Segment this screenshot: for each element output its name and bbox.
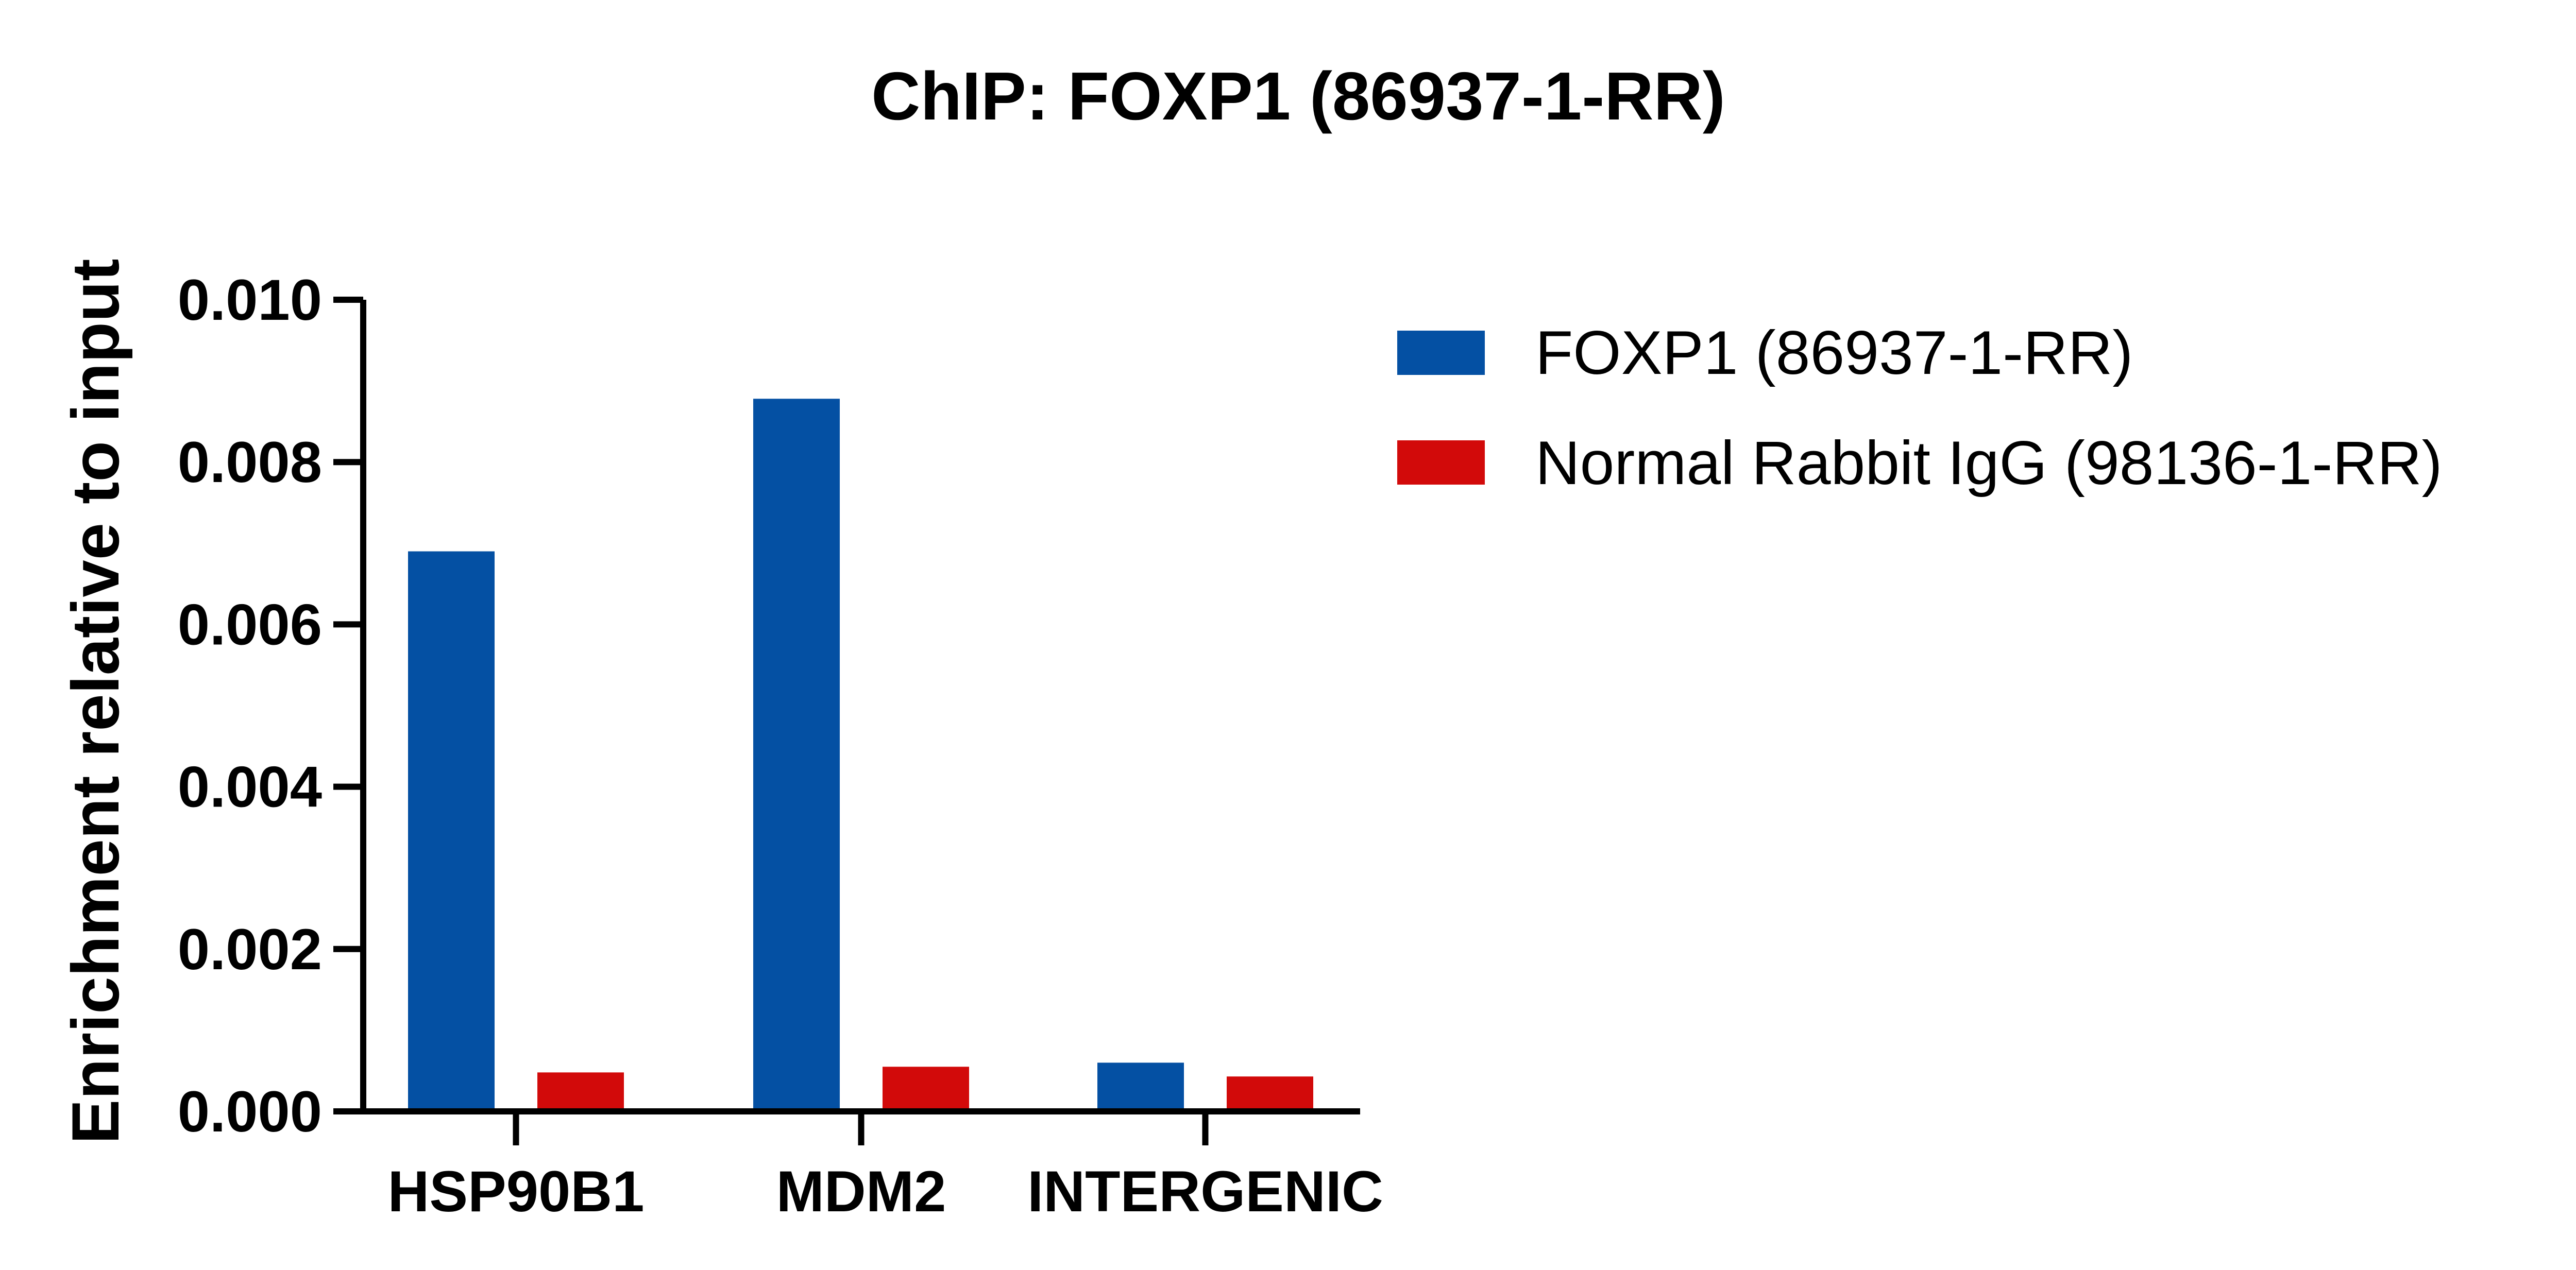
bar-group bbox=[408, 399, 1313, 1111]
bar-igg-hsp90b1 bbox=[537, 1072, 624, 1111]
bar-foxp1-hsp90b1 bbox=[408, 551, 495, 1111]
legend-label: Normal Rabbit IgG (98136-1-RR) bbox=[1535, 428, 2443, 497]
legend-swatch bbox=[1397, 440, 1485, 485]
bar-foxp1-intergenic bbox=[1097, 1062, 1184, 1111]
bar-igg-intergenic bbox=[1227, 1076, 1313, 1111]
legend-label: FOXP1 (86937-1-RR) bbox=[1535, 318, 2133, 387]
legend: FOXP1 (86937-1-RR) Normal Rabbit IgG (981… bbox=[1397, 318, 2443, 497]
y-tick-label: 0.004 bbox=[178, 755, 322, 819]
x-tick-label: INTERGENIC bbox=[1027, 1159, 1383, 1224]
y-tick-label: 0.002 bbox=[178, 917, 322, 982]
y-axis-ticks: 0.000 0.002 0.004 0.006 0.008 0.010 bbox=[178, 268, 363, 1144]
y-tick-label: 0.000 bbox=[178, 1079, 322, 1144]
bar-igg-mdm2 bbox=[883, 1067, 969, 1111]
y-tick-label: 0.006 bbox=[178, 592, 322, 657]
chart-title: ChIP: FOXP1 (86937-1-RR) bbox=[871, 58, 1725, 134]
y-tick-label: 0.010 bbox=[178, 268, 322, 332]
x-tick-label: MDM2 bbox=[776, 1159, 946, 1224]
bar-foxp1-mdm2 bbox=[753, 399, 840, 1111]
y-tick-label: 0.008 bbox=[178, 430, 322, 494]
x-axis-ticks: HSP90B1 MDM2 INTERGENIC bbox=[387, 1111, 1383, 1224]
x-tick-label: HSP90B1 bbox=[387, 1159, 644, 1224]
y-axis-label: Enrichment relative to input bbox=[58, 259, 133, 1144]
legend-swatch bbox=[1397, 331, 1485, 375]
